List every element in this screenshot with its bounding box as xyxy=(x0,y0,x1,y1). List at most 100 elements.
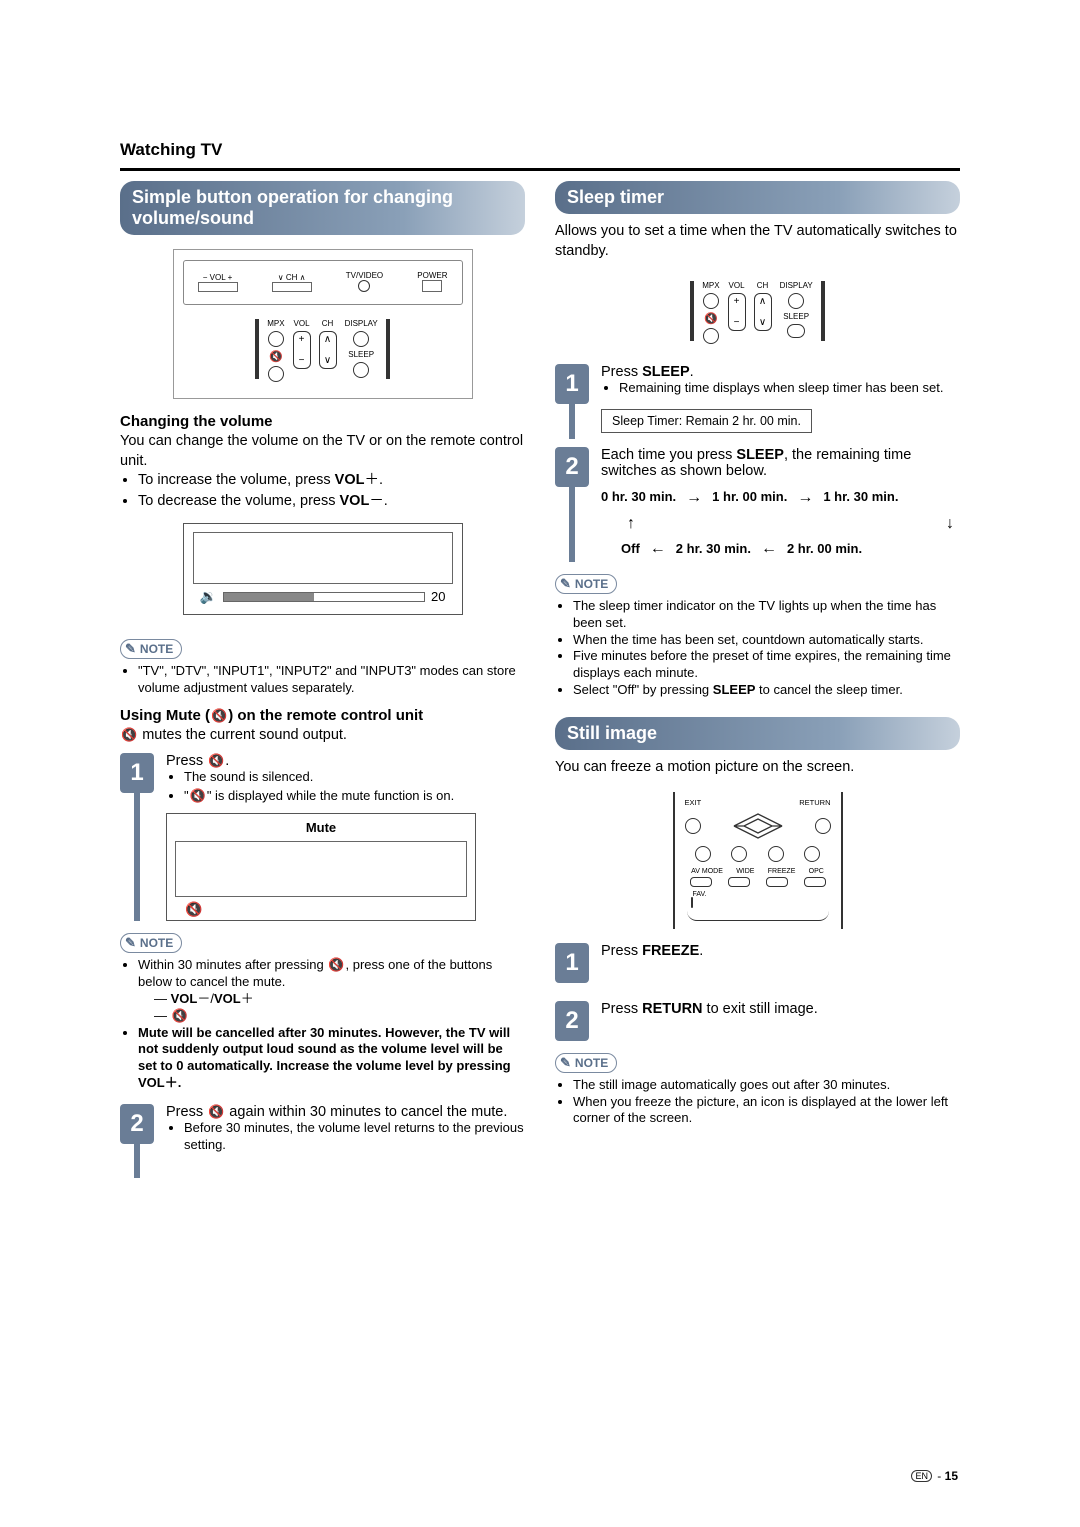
tv-vol-button[interactable] xyxy=(198,282,238,292)
sleep-step-num-2: 2 xyxy=(555,447,589,487)
rc2-mute-button[interactable] xyxy=(703,328,719,344)
rc3-exit-button[interactable] xyxy=(685,818,701,834)
still-step-2: 2 Press RETURN to exit still image. xyxy=(555,1001,960,1041)
rc-ch-rocker[interactable]: ∧∨ xyxy=(319,331,337,369)
right-column: Sleep timer Allows you to set a time whe… xyxy=(555,181,960,1178)
still-note-2: When you freeze the picture, an icon is … xyxy=(573,1094,960,1128)
sleep-header: Sleep timer xyxy=(555,181,960,214)
still-step-num-2: 2 xyxy=(555,1001,589,1041)
sleep-note-1: The sleep timer indicator on the TV ligh… xyxy=(573,598,960,632)
cycle-4: 2 hr. 30 min. xyxy=(676,539,751,560)
rc3-av-button[interactable] xyxy=(690,877,712,887)
sleep-step-2: 2 Each time you press SLEEP, the remaini… xyxy=(555,447,960,562)
using-mute-heading: Using Mute () on the remote control unit xyxy=(120,707,525,724)
rc2-vol-label: VOL xyxy=(729,281,745,290)
tv-ch-label: ∨ CH ∧ xyxy=(272,273,312,282)
still-note-1: The still image automatically goes out a… xyxy=(573,1077,960,1094)
remote-panel-still: EXIT RETURN AV MODE WIDE xyxy=(673,792,843,929)
rc2-display-button[interactable] xyxy=(788,293,804,309)
tv-panel: − VOL + ∨ CH ∧ TV/VIDEO POWER xyxy=(183,260,463,305)
step-number-1: 1 xyxy=(120,753,154,793)
tv-video-button[interactable] xyxy=(358,280,370,292)
sleep-note-4: Select "Off" by pressing SLEEP to cancel… xyxy=(573,682,960,699)
note2-sub2 xyxy=(154,1008,525,1025)
rc3-exit-label: EXIT xyxy=(685,798,702,807)
tv-vol-label: − VOL + xyxy=(198,273,238,282)
rc3-return-button[interactable] xyxy=(815,818,831,834)
rc2-mpx-button[interactable] xyxy=(703,293,719,309)
rc3-fav-button[interactable] xyxy=(691,897,693,908)
rc-mute-button[interactable] xyxy=(268,366,284,382)
rc3-fav-label: FAV. xyxy=(685,891,831,898)
sleep-step-num-1: 1 xyxy=(555,364,589,404)
rc3-wide-button[interactable] xyxy=(728,877,750,887)
note-list-2: Within 30 minutes after pressing , press… xyxy=(138,957,525,1092)
cycle-1: 1 hr. 00 min. xyxy=(712,487,787,508)
mute-step-2: 2 Press again within 30 minutes to cance… xyxy=(120,1104,525,1178)
mute-icon: 🔇 xyxy=(704,312,718,325)
tv-ch-button[interactable] xyxy=(272,282,312,292)
step-number-2: 2 xyxy=(120,1104,154,1144)
rc2-sleep-button[interactable] xyxy=(787,324,805,338)
rc3-color-3[interactable] xyxy=(768,846,784,862)
rc3-freeze-button[interactable] xyxy=(766,877,788,887)
rc3-color-1[interactable] xyxy=(695,846,711,862)
volume-bullets: To increase the volume, press VOL＋. To d… xyxy=(138,471,525,511)
tv-power-button[interactable] xyxy=(422,280,442,292)
remote-panel-sleep: MPX 🔇 VOL +− CH ∧∨ DISPLAY SLEEP xyxy=(678,275,837,350)
rc-vol-rocker[interactable]: +− xyxy=(293,331,311,369)
rc2-vol-rocker[interactable]: +− xyxy=(728,293,746,331)
sleep-step1-press: Press SLEEP. xyxy=(601,364,960,380)
rc3-opc-button[interactable] xyxy=(804,877,826,887)
rc2-sleep-label: SLEEP xyxy=(783,312,809,321)
step1-b2: "" is displayed while the mute function … xyxy=(184,788,525,805)
mute-osd-icon: 🔇 xyxy=(167,901,475,918)
rc2-ch-label: CH xyxy=(757,281,769,290)
still-body: You can freeze a motion picture on the s… xyxy=(555,758,960,778)
left-header: Simple button operation for changing vol… xyxy=(120,181,525,235)
step2-press: Press again within 30 minutes to cancel … xyxy=(166,1104,525,1120)
sleep-notes: The sleep timer indicator on the TV ligh… xyxy=(573,598,960,699)
rc-ch-label: CH xyxy=(322,319,334,328)
changing-volume-heading: Changing the volume xyxy=(120,413,525,430)
note-list-1: "TV", "DTV", "INPUT1", "INPUT2" and "INP… xyxy=(138,663,525,697)
note2-line1: Within 30 minutes after pressing , press… xyxy=(138,957,525,1025)
vol-down-bullet: To decrease the volume, press VOL－. xyxy=(138,492,525,511)
remote-panel-1: MPX 🔇 VOL +− CH ∧∨ DISPLAY SLEEP xyxy=(243,313,402,388)
note-badge-still: NOTE xyxy=(555,1053,617,1073)
rc3-wide-label: WIDE xyxy=(736,868,754,875)
rc-sleep-button[interactable] xyxy=(353,362,369,378)
cycle-0: 0 hr. 30 min. xyxy=(601,487,676,508)
section-title: Watching TV xyxy=(120,140,960,160)
rc-mpx-button[interactable] xyxy=(268,331,284,347)
rc-sleep-label: SLEEP xyxy=(348,350,374,359)
note-badge-1: NOTE xyxy=(120,639,182,659)
note-badge-sleep: NOTE xyxy=(555,574,617,594)
speaker-icon xyxy=(200,588,217,606)
rc3-av-label: AV MODE xyxy=(691,868,723,875)
volume-osd: 20 xyxy=(183,523,463,615)
rc3-color-2[interactable] xyxy=(731,846,747,862)
mute-icon-inline xyxy=(210,707,228,724)
rc-display-button[interactable] xyxy=(353,331,369,347)
note-badge-2: NOTE xyxy=(120,933,182,953)
note2-bold: Mute will be cancelled after 30 minutes.… xyxy=(138,1025,525,1093)
rc2-ch-rocker[interactable]: ∧∨ xyxy=(754,293,772,331)
cycle-3: 2 hr. 00 min. xyxy=(787,539,862,560)
rc-mpx-label: MPX xyxy=(267,319,284,328)
sleep-timer-osd: Sleep Timer: Remain 2 hr. 00 min. xyxy=(601,409,812,433)
still-step1-text: Press FREEZE. xyxy=(601,943,960,959)
page-number: EN - 15 xyxy=(911,1469,958,1483)
mute-osd-title: Mute xyxy=(167,820,475,835)
note2-sub1: VOL－/VOL＋ xyxy=(154,991,525,1008)
still-step2-text: Press RETURN to exit still image. xyxy=(601,1001,960,1017)
changing-volume-body: You can change the volume on the TV or o… xyxy=(120,432,525,471)
sleep-note-2: When the time has been set, countdown au… xyxy=(573,632,960,649)
nav-pad-icon xyxy=(728,812,788,840)
sleep-cycle-diagram: 0 hr. 30 min. 1 hr. 00 min. 1 hr. 30 min… xyxy=(601,485,960,562)
step2-b1: Before 30 minutes, the volume level retu… xyxy=(184,1120,525,1154)
left-column: Simple button operation for changing vol… xyxy=(120,181,525,1178)
rc3-freeze-label: FREEZE xyxy=(768,868,796,875)
tv-power-label: POWER xyxy=(417,271,447,280)
rc3-color-4[interactable] xyxy=(804,846,820,862)
